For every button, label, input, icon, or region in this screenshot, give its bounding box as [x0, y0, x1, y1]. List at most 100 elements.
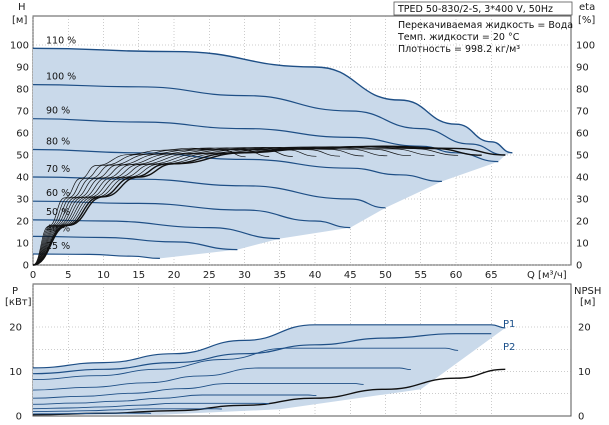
efficiency-curve: [32, 146, 435, 266]
power-left-ticks: 0 10 20: [9, 323, 22, 423]
x-tick-label: 35: [273, 270, 286, 281]
y-tick-label: 50: [16, 151, 29, 162]
x-tick-label: 20: [168, 270, 181, 281]
p-tick-label: 0: [16, 412, 22, 423]
speed-label: 80 %: [46, 137, 70, 148]
power-curve-p2: [32, 333, 492, 375]
efficiency-curve: [32, 146, 459, 266]
eta-tick-label: 70: [576, 107, 589, 118]
x-tick-label: 10: [97, 270, 110, 281]
x-tick-label: 15: [132, 270, 145, 281]
y-tick-label: 100: [10, 41, 29, 52]
eta-tick-label: 80: [576, 85, 589, 96]
npsh-axis-unit: [м]: [580, 297, 595, 308]
efficiency-curve: [32, 145, 482, 266]
speed-label: 60 %: [46, 188, 70, 199]
y-tick-label: 0: [23, 261, 29, 272]
fluid-info: Перекачиваемая жидкость = Вода: [398, 20, 573, 31]
power-curves: [32, 324, 506, 416]
speed-label: 110 %: [46, 35, 76, 46]
head-curve-50: [32, 219, 280, 240]
eta-tick-label: 50: [576, 151, 589, 162]
head-operating-area: [33, 48, 513, 259]
eta-tick-label: 90: [576, 63, 589, 74]
power-axis-unit: [кВт]: [5, 297, 32, 308]
efficiency-curve: [32, 147, 270, 266]
speed-label: 70 %: [46, 164, 70, 175]
efficiency-curve: [32, 146, 388, 266]
efficiency-curve: [32, 147, 341, 266]
x-tick-label: 50: [379, 270, 392, 281]
flow-x-ticks: 0 5 10 15 20 25 30 35 40 45 50 55 60 65: [30, 270, 498, 281]
head-axis-unit: [м]: [12, 15, 27, 26]
power-curve-speed: [32, 402, 270, 410]
efficiency-curve: [32, 147, 293, 266]
head-left-ticks: 0 10 20 30 40 50 60 70 80 90 100: [10, 41, 29, 272]
eta-tick-label: 0: [576, 261, 582, 272]
head-curve-60: [32, 200, 351, 229]
x-tick-label: 0: [30, 270, 36, 281]
eta-tick-label: 10: [576, 239, 589, 250]
power-curve-speed: [32, 367, 411, 391]
npsh-tick-label: 0: [578, 412, 584, 423]
efficiency-curve: [32, 146, 364, 266]
eta-axis-label: eta: [579, 2, 595, 13]
flow-axis-label: Q [м³/ч]: [527, 270, 567, 281]
power-curve-speed: [32, 347, 459, 381]
speed-label: 40 %: [46, 223, 70, 234]
y-tick-label: 40: [16, 173, 29, 184]
y-tick-label: 30: [16, 195, 29, 206]
speed-labels: 110 % 100 % 90 % 80 % 70 % 60 % 50 % 40 % 25 %: [46, 35, 76, 252]
y-tick-label: 20: [16, 217, 29, 228]
eta-axis-unit: [%]: [578, 15, 595, 26]
p-tick-label: 10: [9, 367, 22, 378]
head-curve-25: [32, 253, 160, 259]
eta-tick-label: 30: [576, 195, 589, 206]
speed-label: 50 %: [46, 207, 70, 218]
x-tick-label: 65: [485, 270, 498, 281]
power-curve-speed: [32, 382, 364, 399]
x-tick-label: 25: [203, 270, 216, 281]
x-tick-label: 30: [238, 270, 251, 281]
power-curve-speed: [32, 408, 222, 413]
speed-label: 25 %: [46, 241, 70, 252]
npsh-tick-label: 20: [578, 323, 591, 334]
head-curve-90: [32, 118, 499, 163]
speed-label: 90 %: [46, 106, 70, 117]
efficiency-curve: [32, 146, 411, 266]
npsh-tick-label: 10: [578, 367, 591, 378]
head-right-ticks: 0 10 20 30 40 50 60 70 80 90 100: [576, 41, 595, 272]
speed-label: 100 %: [46, 72, 76, 83]
y-tick-label: 70: [16, 107, 29, 118]
x-tick-label: 55: [414, 270, 427, 281]
pump-title-box: [393, 1, 573, 16]
npsh-right-ticks: 0 10 20: [578, 323, 591, 423]
head-axis-label: H: [18, 2, 26, 13]
efficiency-curve: [32, 147, 246, 266]
eta-tick-label: 20: [576, 217, 589, 228]
y-tick-label: 10: [16, 239, 29, 250]
eta-tick-label: 100: [576, 41, 595, 52]
y-tick-label: 60: [16, 129, 29, 140]
npsh-axis-label: NPSH: [574, 286, 601, 297]
pump-title: TPED 50-830/2-S, 3*400 V, 50Hz: [397, 4, 553, 15]
x-tick-label: 40: [309, 270, 322, 281]
head-curve-40: [32, 235, 238, 251]
power-axis-label: P: [12, 286, 18, 297]
efficiency-curve: [32, 147, 317, 266]
x-tick-label: 60: [450, 270, 463, 281]
power-curve-speed: [32, 412, 152, 415]
density-info: Плотность = 998.2 кг/м³: [398, 44, 520, 55]
eta-tick-label: 60: [576, 129, 589, 140]
p1-label: P1: [503, 319, 515, 330]
head-curves: [32, 47, 513, 259]
eta-tick-label: 40: [576, 173, 589, 184]
efficiency-curves: [32, 145, 506, 266]
p2-label: P2: [503, 342, 515, 353]
head-curve-100: [32, 84, 506, 156]
x-tick-label: 45: [344, 270, 357, 281]
power-curve-p1: [32, 324, 506, 369]
x-tick-label: 5: [65, 270, 71, 281]
head-curve-110: [32, 47, 513, 154]
